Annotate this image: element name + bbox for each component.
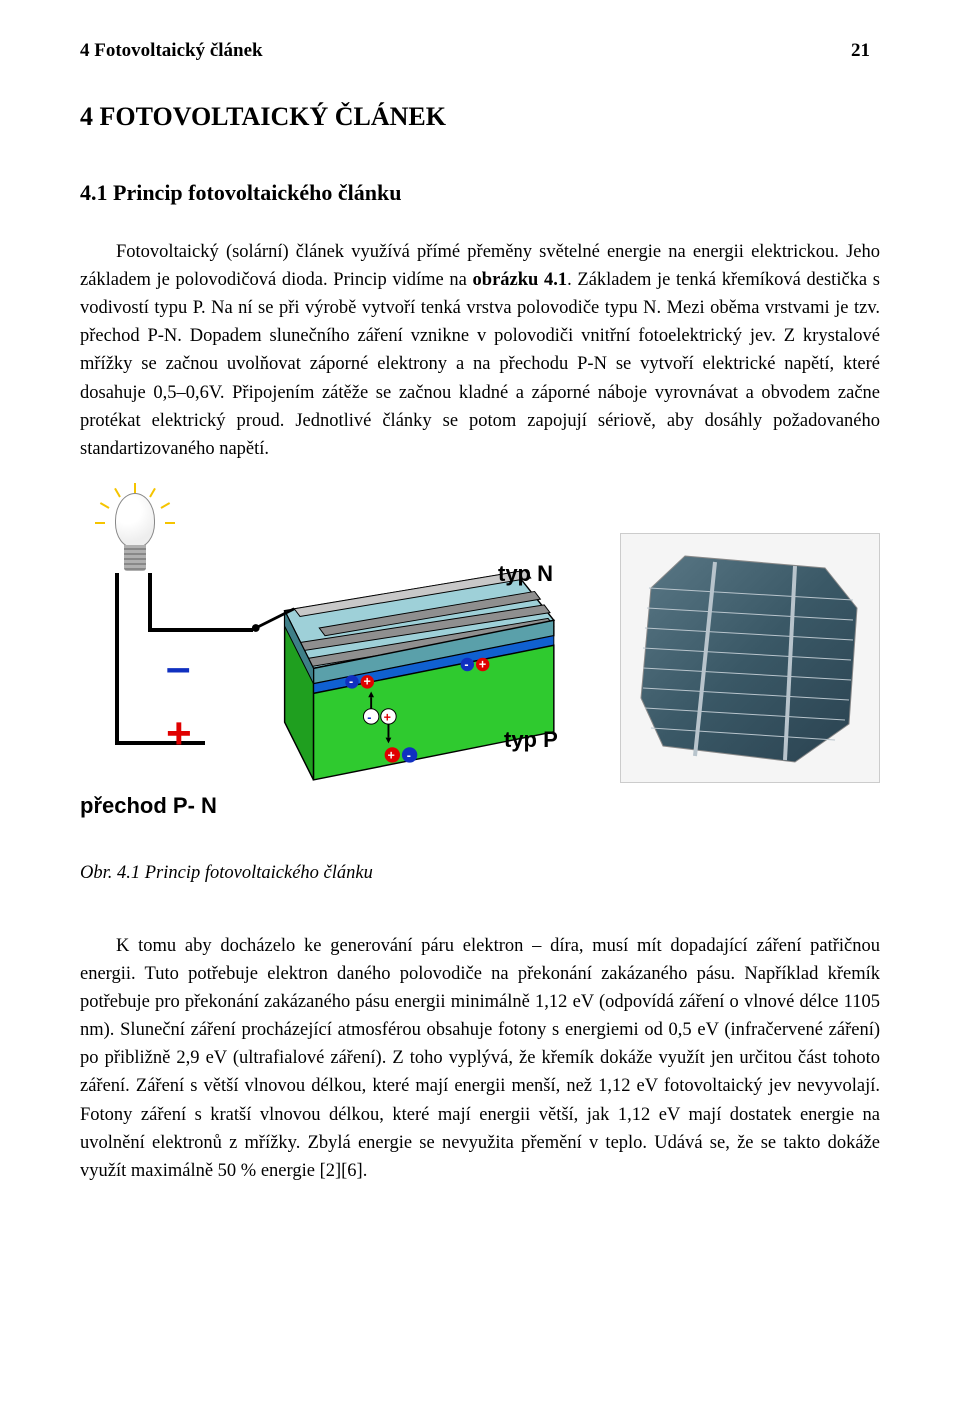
svg-text:-: - xyxy=(407,749,411,763)
para1-bold: obrázku 4.1 xyxy=(473,270,568,290)
label-typ-p: typ P xyxy=(504,727,558,753)
minus-terminal: – xyxy=(166,643,190,693)
svg-text:-: - xyxy=(367,710,371,724)
pv-cell-3d-diagram: - + - + - + + - xyxy=(220,553,580,803)
figure-caption: Obr. 4.1 Princip fotovoltaického článku xyxy=(80,863,880,884)
plus-terminal: + xyxy=(166,709,192,759)
paragraph-2: K tomu aby docházelo ke generování páru … xyxy=(80,932,880,1185)
label-prechod-pn: přechod P- N xyxy=(80,793,217,819)
page-number: 21 xyxy=(851,40,870,62)
wire xyxy=(115,573,119,743)
paragraph-1: Fotovoltaický (solární) článek využívá p… xyxy=(80,238,880,463)
main-heading: 4 FOTOVOLTAICKÝ ČLÁNEK xyxy=(80,102,880,132)
svg-text:-: - xyxy=(464,657,468,671)
svg-text:+: + xyxy=(363,675,370,689)
svg-text:+: + xyxy=(384,710,391,724)
svg-text:+: + xyxy=(479,657,486,671)
svg-text:-: - xyxy=(349,675,353,689)
solar-cell-photo xyxy=(620,533,880,783)
wire xyxy=(148,573,152,631)
sub-heading: 4.1 Princip fotovoltaického článku xyxy=(80,180,880,206)
figure-4-1: – + xyxy=(80,493,880,823)
label-typ-n: typ N xyxy=(498,561,553,587)
svg-text:+: + xyxy=(388,749,395,763)
pv-schematic: – + xyxy=(90,493,590,823)
running-title: 4 Fotovoltaický článek xyxy=(80,40,263,62)
para1-text-b: . Základem je tenká křemíková destička s… xyxy=(80,270,880,459)
